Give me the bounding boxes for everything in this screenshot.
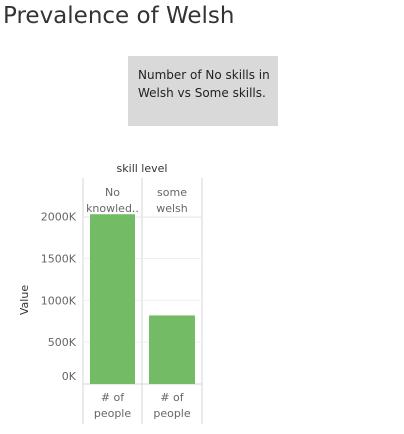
category-footer-label: people xyxy=(94,407,132,420)
y-tick-label: 2000K xyxy=(41,211,77,224)
category-footer-label: people xyxy=(153,407,191,420)
y-axis-title: Value xyxy=(18,285,31,315)
description-box: Number of No skills in Welsh vs Some ski… xyxy=(128,56,278,126)
y-tick-label: 0K xyxy=(62,370,77,383)
category-label: welsh xyxy=(156,202,188,215)
bar[interactable] xyxy=(149,315,195,384)
bars xyxy=(90,214,195,384)
category-label: No xyxy=(105,186,120,199)
category-label: some xyxy=(157,186,187,199)
category-label: knowled.. xyxy=(86,202,139,215)
y-tick-label: 1500K xyxy=(41,253,77,266)
bar[interactable] xyxy=(90,214,135,384)
y-tick-label: 1000K xyxy=(41,294,77,307)
page-title: Prevalence of Welsh xyxy=(3,3,235,29)
column-header-skill-level: skill level xyxy=(117,162,168,175)
category-footer-label: # of xyxy=(101,391,125,404)
category-footers: # of people # of people xyxy=(94,391,191,420)
y-tick-label: 500K xyxy=(48,336,77,349)
y-axis-ticks: 0K 500K 1000K 1500K 2000K xyxy=(41,211,77,383)
category-headers: No knowled.. some welsh xyxy=(86,186,188,215)
description-line-1: Number of No skills in xyxy=(138,68,270,82)
category-footer-label: # of xyxy=(160,391,184,404)
description-line-2: Welsh vs Some skills. xyxy=(138,86,266,100)
